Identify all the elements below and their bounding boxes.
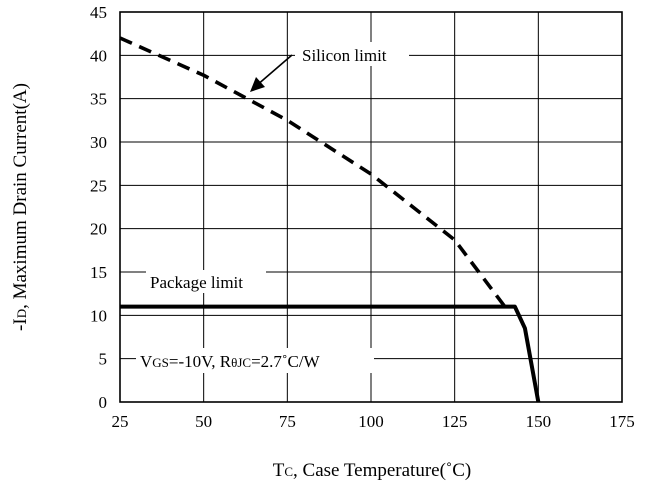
y-tick-label: 10 [90,306,107,325]
y-tick-label: 20 [90,220,107,239]
conditions-annotation: VGS=-10V, RθJC=2.7˚C/W [136,348,374,373]
y-tick-label: 25 [90,176,107,195]
x-tick-label: 125 [442,412,468,431]
cond-v-rest: =-10V, R [169,352,232,371]
cond-r-rest: =2.7˚C/W [251,352,321,371]
x-tick-label: 100 [358,412,384,431]
package-limit-line [120,304,541,403]
grid [120,12,622,402]
conditions-label-bg [136,348,374,373]
x-tick-label: 75 [279,412,296,431]
y-axis-title: -ID, Maximum Drain Current(A) [10,83,31,331]
y-tick-label: 30 [90,133,107,152]
y-tick-label: 40 [90,46,107,65]
silicon-limit-arrowhead [250,77,265,92]
cond-r-sub: θJC [231,355,251,370]
y-tick-label: 35 [90,90,107,109]
silicon-limit-label-bg [295,42,409,66]
x-tick-labels: 25 50 75 100 125 150 175 [112,412,635,431]
silicon-limit-line [119,36,507,308]
silicon-limit-annotation: Silicon limit [250,42,409,92]
package-limit-label-bg [146,270,266,293]
x-tick-label: 50 [195,412,212,431]
cond-v: V [140,352,153,371]
series-group [119,36,541,403]
y-tick-label: 5 [99,350,108,369]
x-axis-title: TC, Case Temperature(˚C) [273,460,472,481]
x-tick-label: 175 [609,412,635,431]
silicon-limit-arrow-line [255,54,293,87]
y-tick-label: 15 [90,263,107,282]
cond-v-sub: GS [152,355,169,370]
package-limit-annotation: Package limit [146,270,266,293]
y-tick-labels: 0 5 10 15 20 25 30 35 40 45 [90,3,107,412]
silicon-limit-label: Silicon limit [302,46,387,65]
x-tick-label: 150 [526,412,552,431]
package-limit-label: Package limit [150,273,243,292]
conditions-label: VGS=-10V, RθJC=2.7˚C/W [140,352,321,371]
y-tick-label: 45 [90,3,107,22]
x-tick-label: 25 [112,412,129,431]
y-tick-label: 0 [99,393,108,412]
plot-frame [119,11,623,403]
